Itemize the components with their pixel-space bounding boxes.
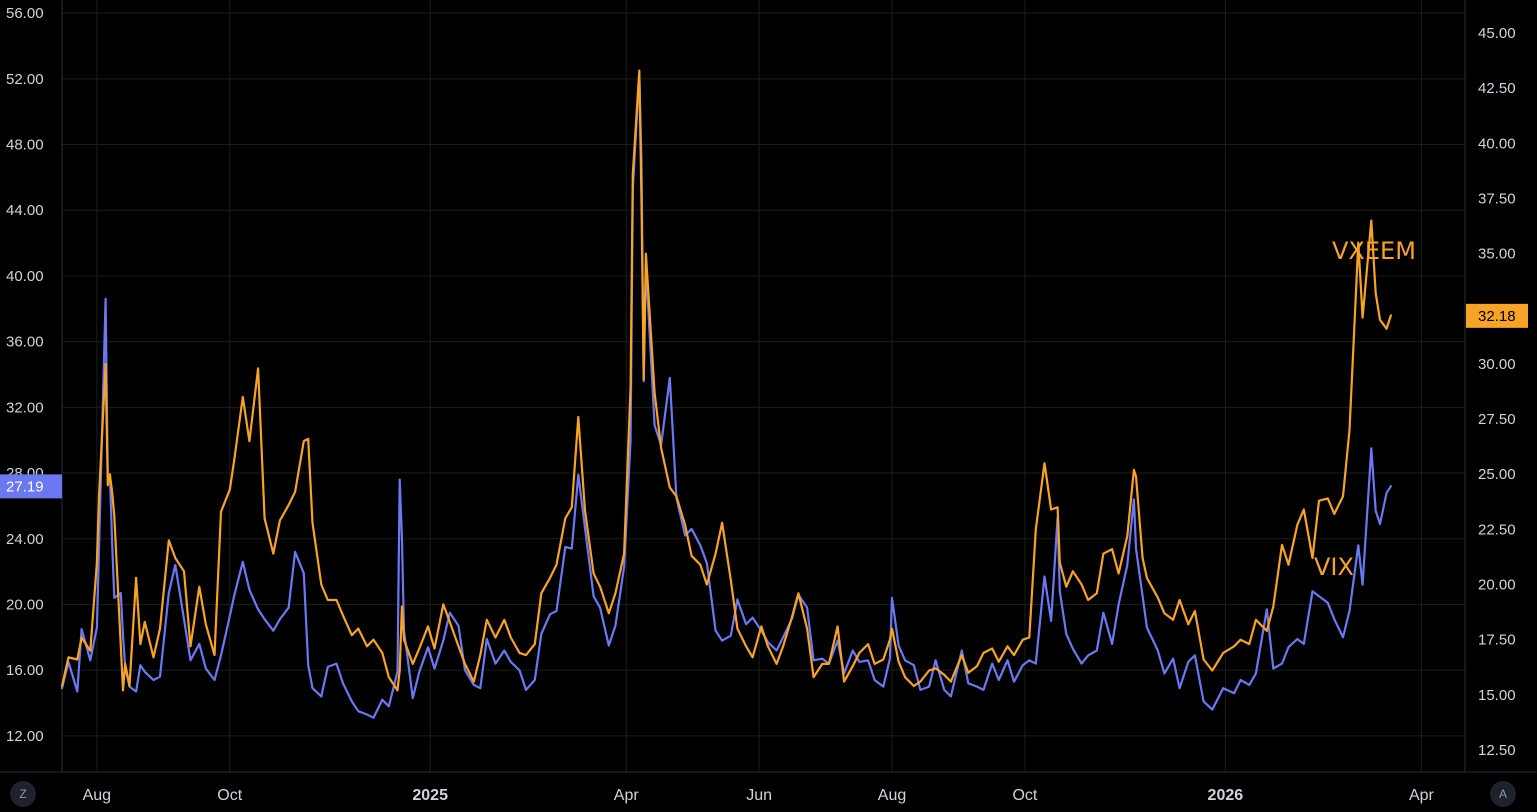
vxeem-last-value-text: 32.18 — [1478, 308, 1516, 325]
left-axis-tick-label: 36.00 — [6, 334, 44, 351]
auto-scale-left-button[interactable]: Z — [10, 781, 36, 807]
grid-lines — [62, 0, 1465, 772]
right-axis-tick-label: 30.00 — [1478, 356, 1516, 373]
vix-last-value-text: 27.19 — [6, 478, 44, 495]
time-axis-tick-label: Apr — [614, 787, 640, 804]
right-axis-tick-label: 17.50 — [1478, 632, 1516, 649]
right-axis-tick-label: 25.00 — [1478, 466, 1516, 483]
time-axis-tick-label: Apr — [1409, 787, 1435, 804]
auto-scale-right-button[interactable]: A — [1490, 781, 1516, 807]
last-value-badges: 27.19 32.18 — [0, 303, 1528, 499]
left-axis-tick-label: 44.00 — [6, 202, 44, 219]
right-axis-tick-label: 27.50 — [1478, 411, 1516, 428]
right-axis-tick-label: 40.00 — [1478, 135, 1516, 152]
plot-area[interactable] — [60, 69, 1392, 719]
left-axis-tick-label: 32.00 — [6, 399, 44, 416]
left-axis-tick-label: 16.00 — [6, 662, 44, 679]
time-axis-tick-label: Aug — [878, 787, 906, 804]
right-axis-tick-label: 42.50 — [1478, 80, 1516, 97]
time-axis-tick-label: 2025 — [412, 787, 448, 804]
left-axis-tick-label: 20.00 — [6, 596, 44, 613]
right-axis-tick-label: 45.00 — [1478, 25, 1516, 42]
left-axis-tick-label: 56.00 — [6, 5, 44, 22]
time-axis[interactable]: Aug Oct 2025 Apr Jun Aug Oct 2026 Apr — [83, 787, 1435, 804]
left-axis-tick-label: 12.00 — [6, 728, 44, 745]
left-price-axis[interactable]: 56.0052.0048.0044.0040.0036.0032.0028.00… — [6, 5, 44, 745]
vix-annotation: VIX — [1314, 553, 1354, 581]
time-axis-tick-label: Jun — [746, 787, 772, 804]
right-axis-tick-label: 35.00 — [1478, 246, 1516, 263]
vix-last-value-badge — [0, 474, 62, 499]
left-axis-tick-label: 40.00 — [6, 268, 44, 285]
right-axis-tick-label: 37.50 — [1478, 191, 1516, 208]
right-axis-tick-label: 15.00 — [1478, 687, 1516, 704]
time-axis-tick-label: Aug — [83, 787, 111, 804]
left-axis-tick-label: 48.00 — [6, 137, 44, 154]
vxeem-last-value-badge — [1466, 303, 1528, 328]
vxeem-annotation: VXEEM — [1332, 237, 1416, 265]
time-axis-tick-label: 2026 — [1208, 787, 1244, 804]
time-axis-tick-label: Oct — [217, 787, 242, 804]
series-line-vix[interactable] — [60, 72, 1392, 719]
left-axis-tick-label: 52.00 — [6, 71, 44, 88]
left-axis-tick-label: 24.00 — [6, 531, 44, 548]
time-axis-tick-label: Oct — [1012, 787, 1037, 804]
right-price-axis[interactable]: 45.0042.5040.0037.5035.0032.5030.0027.50… — [1478, 25, 1516, 759]
right-axis-tick-label: 20.00 — [1478, 577, 1516, 594]
right-axis-tick-label: 12.50 — [1478, 742, 1516, 759]
right-axis-tick-label: 22.50 — [1478, 521, 1516, 538]
series-line-vxeem[interactable] — [60, 69, 1392, 692]
